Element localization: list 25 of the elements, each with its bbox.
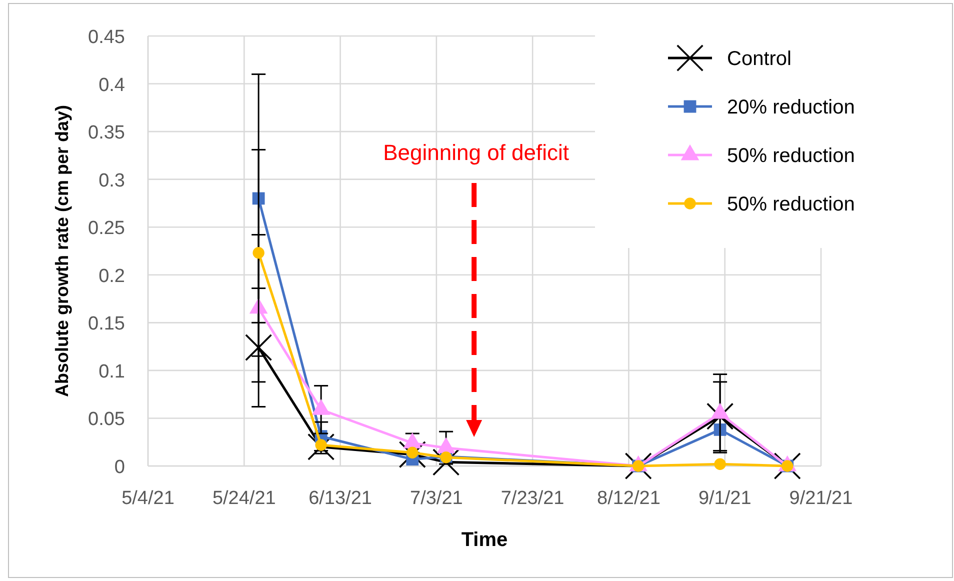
y-tick-label: 0.1 xyxy=(98,361,125,382)
x-tick-label: 5/4/21 xyxy=(122,488,174,509)
legend-label: Control xyxy=(727,48,792,70)
x-tick-label: 6/13/21 xyxy=(308,488,372,509)
y-tick-label: 0 xyxy=(114,457,125,478)
legend-label: 50% reduction xyxy=(727,194,855,216)
x-tick-label: 9/1/21 xyxy=(698,488,752,509)
y-tick-label: 0.2 xyxy=(98,266,125,287)
y-axis-title: Absolute growth rate (cm per day) xyxy=(52,104,72,398)
y-tick-label: 0.3 xyxy=(98,170,125,192)
x-axis-title: Time xyxy=(461,529,508,551)
annotation: Beginning of deficit xyxy=(383,140,570,165)
y-tick-label: 0.45 xyxy=(88,27,125,48)
x-tick-label: 8/12/21 xyxy=(597,488,660,509)
y-tick-label: 0.25 xyxy=(88,218,125,240)
x-tick-label: 7/23/21 xyxy=(500,488,564,509)
x-tick-label: 9/21/21 xyxy=(789,488,853,509)
y-tick-label: 0.4 xyxy=(98,74,126,96)
y-tick-label: 0.15 xyxy=(88,314,125,335)
y-tick-label: 0.05 xyxy=(88,409,125,430)
legend-label: 50% reduction xyxy=(727,145,855,167)
x-tick-label: 7/3/21 xyxy=(410,488,463,509)
x-tick-label: 5/24/21 xyxy=(212,488,276,509)
legend-label: 20% reduction xyxy=(727,96,855,118)
y-tick-label: 0.35 xyxy=(88,122,125,144)
